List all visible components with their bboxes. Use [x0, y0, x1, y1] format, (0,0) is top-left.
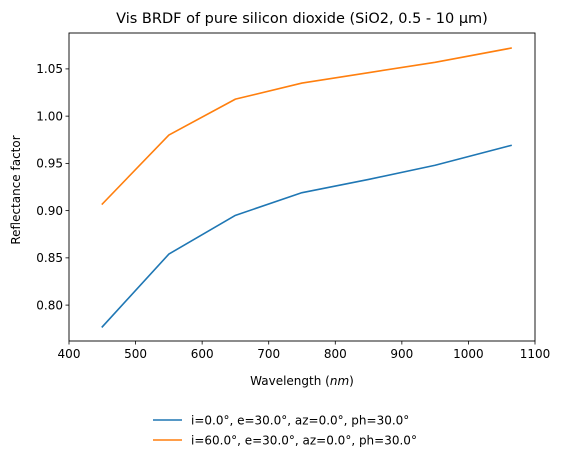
y-tick-label: 1.05 [36, 62, 63, 76]
y-axis-title: Reflectance factor [9, 135, 23, 244]
x-axis-title: Wavelength (nm) [250, 374, 354, 388]
legend-label-1: i=0.0°, e=30.0°, az=0.0°, ph=30.0° [191, 413, 409, 427]
series-layer [101, 47, 513, 328]
series-line-2 [101, 47, 512, 206]
x-tick-label: 1000 [453, 347, 484, 361]
y-tick-label: 0.90 [36, 204, 63, 218]
legend-label-2: i=60.0°, e=30.0°, az=0.0°, ph=30.0° [191, 433, 417, 447]
plot-frame [68, 32, 536, 342]
x-tick-label: 1100 [520, 347, 551, 361]
y-tick-label: 0.80 [36, 298, 63, 312]
y-tick-label: 1.00 [36, 109, 63, 123]
y-tick-label: 0.95 [36, 157, 63, 171]
x-axis-title-unit: nm [330, 374, 349, 388]
x-tick-label: 900 [390, 347, 413, 361]
x-tick-label: 500 [124, 347, 147, 361]
y-axis: 0.80 0.85 0.90 0.95 1.00 1.05 [36, 62, 69, 312]
x-tick-label: 800 [324, 347, 347, 361]
x-axis: 400 500 600 700 800 900 1000 1100 [58, 341, 551, 361]
x-axis-title-text: Wavelength ( [250, 374, 330, 388]
legend: i=0.0°, e=30.0°, az=0.0°, ph=30.0° i=60.0… [153, 413, 417, 447]
y-tick-label: 0.85 [36, 251, 63, 265]
x-tick-label: 700 [257, 347, 280, 361]
chart-title: Vis BRDF of pure silicon dioxide (SiO2, … [116, 11, 488, 27]
series-line-1 [101, 144, 513, 328]
x-axis-title-close: ) [349, 374, 354, 388]
x-tick-label: 400 [58, 347, 81, 361]
x-tick-label: 600 [191, 347, 214, 361]
